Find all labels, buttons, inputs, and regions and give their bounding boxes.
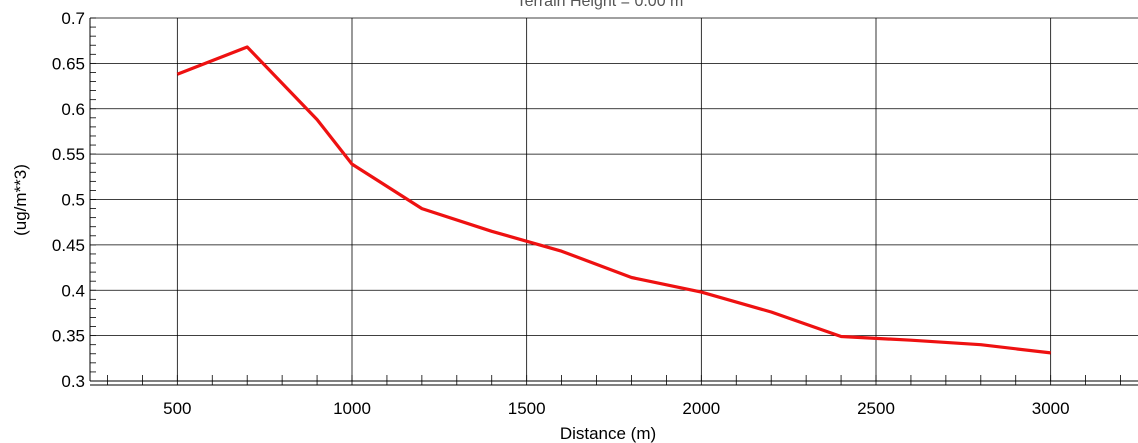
y-tick-label: 0.5: [61, 191, 85, 210]
y-tick-labels: 0.3 0.35 0.4 0.45 0.5 0.55 0.6 0.65 0.7: [52, 9, 85, 391]
x-tick-label: 1500: [508, 399, 546, 418]
y-tick-label: 0.35: [52, 327, 85, 346]
series-line: [176, 45, 1051, 355]
y-tick-label: 0.45: [52, 236, 85, 255]
x-tick-label: 3000: [1032, 399, 1070, 418]
x-tick-label: 2000: [682, 399, 720, 418]
x-tick-labels: 500 1000 1500 2000 2500 3000: [163, 399, 1069, 418]
x-tick-label: 2500: [857, 399, 895, 418]
plot-area: [89, 18, 1138, 386]
y-tick-label: 0.55: [52, 145, 85, 164]
x-tick-label: 1000: [333, 399, 371, 418]
y-tick-label: 0.65: [52, 54, 85, 73]
y-axis-label: (ug/m**3): [11, 164, 30, 236]
gridlines: [90, 17, 1138, 381]
series-group: [176, 45, 1051, 355]
y-tick-label: 0.3: [61, 372, 85, 391]
chart-title: Terrain Height = 0.00 m: [517, 0, 684, 10]
x-axis-label: Distance (m): [560, 424, 656, 443]
y-tick-label: 0.4: [61, 281, 85, 300]
x-tick-label: 500: [163, 399, 191, 418]
y-tick-label: 0.7: [61, 9, 85, 28]
minor-ticks: [90, 17, 1121, 385]
y-tick-label: 0.6: [61, 100, 85, 119]
